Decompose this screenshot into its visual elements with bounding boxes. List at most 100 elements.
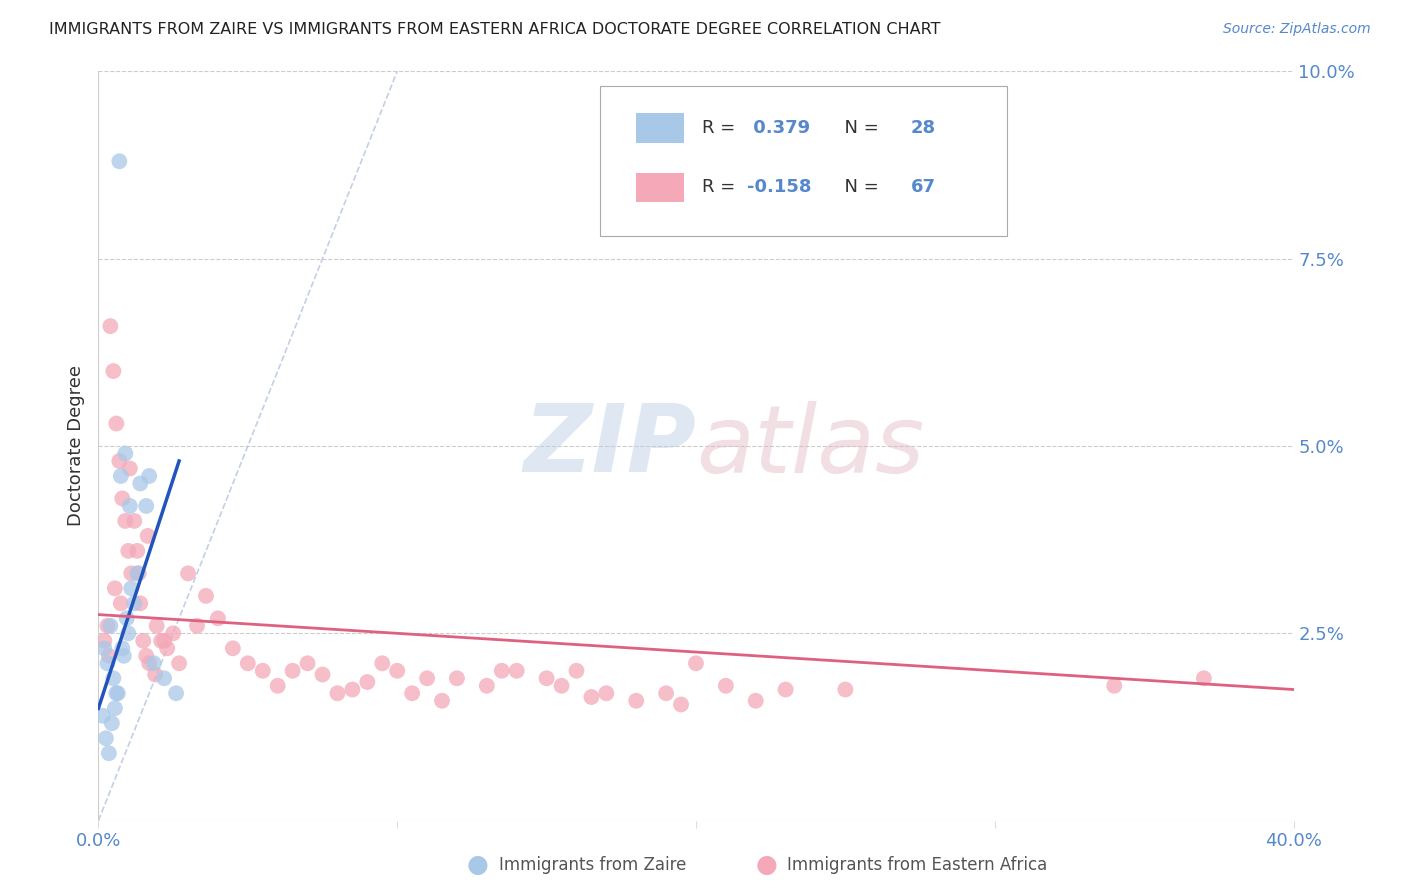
Point <box>356 675 378 690</box>
Point <box>416 671 439 685</box>
Text: R =: R = <box>702 178 741 196</box>
Point <box>138 657 160 671</box>
Point <box>506 664 529 678</box>
Point <box>446 671 468 685</box>
Point <box>581 690 603 704</box>
Point <box>117 544 139 558</box>
Point <box>135 499 157 513</box>
FancyBboxPatch shape <box>637 172 685 202</box>
Point <box>135 648 157 663</box>
Point <box>491 664 513 678</box>
Point <box>124 514 146 528</box>
Point <box>111 491 134 506</box>
Point <box>177 566 200 581</box>
Point <box>475 679 498 693</box>
Point <box>127 566 149 581</box>
Point <box>93 641 115 656</box>
Text: R =: R = <box>702 119 741 136</box>
Point <box>162 626 184 640</box>
Point <box>110 596 132 610</box>
Text: 0.379: 0.379 <box>748 119 810 136</box>
Point <box>96 619 118 633</box>
Point <box>156 641 179 656</box>
Point <box>94 731 117 746</box>
FancyBboxPatch shape <box>637 112 685 143</box>
Text: Immigrants from Zaire: Immigrants from Zaire <box>499 856 686 874</box>
Text: ●: ● <box>467 854 489 877</box>
Point <box>93 633 115 648</box>
Point <box>714 679 737 693</box>
Point <box>118 499 141 513</box>
Point <box>1104 679 1126 693</box>
Point <box>153 671 176 685</box>
Point <box>281 664 304 678</box>
Text: ZIP: ZIP <box>523 400 696 492</box>
Point <box>108 454 131 468</box>
Point <box>236 657 259 671</box>
Point <box>195 589 218 603</box>
Point <box>104 701 127 715</box>
Point <box>150 633 173 648</box>
Text: 67: 67 <box>911 178 936 196</box>
Point <box>115 611 138 625</box>
Point <box>97 648 120 663</box>
Point <box>132 633 155 648</box>
Point <box>105 686 128 700</box>
Point <box>626 694 648 708</box>
Point <box>145 619 167 633</box>
Point <box>128 566 150 581</box>
Text: atlas: atlas <box>696 401 924 491</box>
Point <box>252 664 274 678</box>
Point <box>550 679 572 693</box>
Text: N =: N = <box>834 119 884 136</box>
Point <box>96 657 118 671</box>
Point <box>775 682 797 697</box>
Point <box>326 686 349 700</box>
FancyBboxPatch shape <box>600 87 1007 236</box>
Point <box>120 582 142 596</box>
Point <box>91 708 114 723</box>
Y-axis label: Doctorate Degree: Doctorate Degree <box>66 366 84 526</box>
Text: 28: 28 <box>911 119 936 136</box>
Text: Source: ZipAtlas.com: Source: ZipAtlas.com <box>1223 22 1371 37</box>
Point <box>107 686 129 700</box>
Point <box>129 596 152 610</box>
Point <box>129 476 152 491</box>
Point <box>118 461 141 475</box>
Point <box>105 417 128 431</box>
Point <box>111 641 134 656</box>
Point <box>565 664 588 678</box>
Point <box>153 633 176 648</box>
Point <box>655 686 678 700</box>
Text: IMMIGRANTS FROM ZAIRE VS IMMIGRANTS FROM EASTERN AFRICA DOCTORATE DEGREE CORRELA: IMMIGRANTS FROM ZAIRE VS IMMIGRANTS FROM… <box>49 22 941 37</box>
Point <box>834 682 856 697</box>
Point <box>117 626 139 640</box>
Point <box>98 619 122 633</box>
Point <box>112 648 135 663</box>
Text: N =: N = <box>834 178 884 196</box>
Point <box>124 596 146 610</box>
Point <box>311 667 333 681</box>
Point <box>103 671 125 685</box>
Point <box>138 469 160 483</box>
Text: ●: ● <box>755 854 778 877</box>
Point <box>401 686 423 700</box>
Point <box>108 154 131 169</box>
Point <box>97 746 120 760</box>
Point <box>745 694 768 708</box>
Point <box>536 671 558 685</box>
Point <box>104 582 127 596</box>
Point <box>114 514 136 528</box>
Text: Immigrants from Eastern Africa: Immigrants from Eastern Africa <box>787 856 1047 874</box>
Point <box>165 686 187 700</box>
Point <box>127 544 149 558</box>
Point <box>136 529 159 543</box>
Point <box>98 319 122 334</box>
Point <box>114 446 136 460</box>
Point <box>385 664 409 678</box>
Point <box>110 469 132 483</box>
Point <box>342 682 364 697</box>
Point <box>143 667 166 681</box>
Point <box>430 694 453 708</box>
Point <box>167 657 190 671</box>
